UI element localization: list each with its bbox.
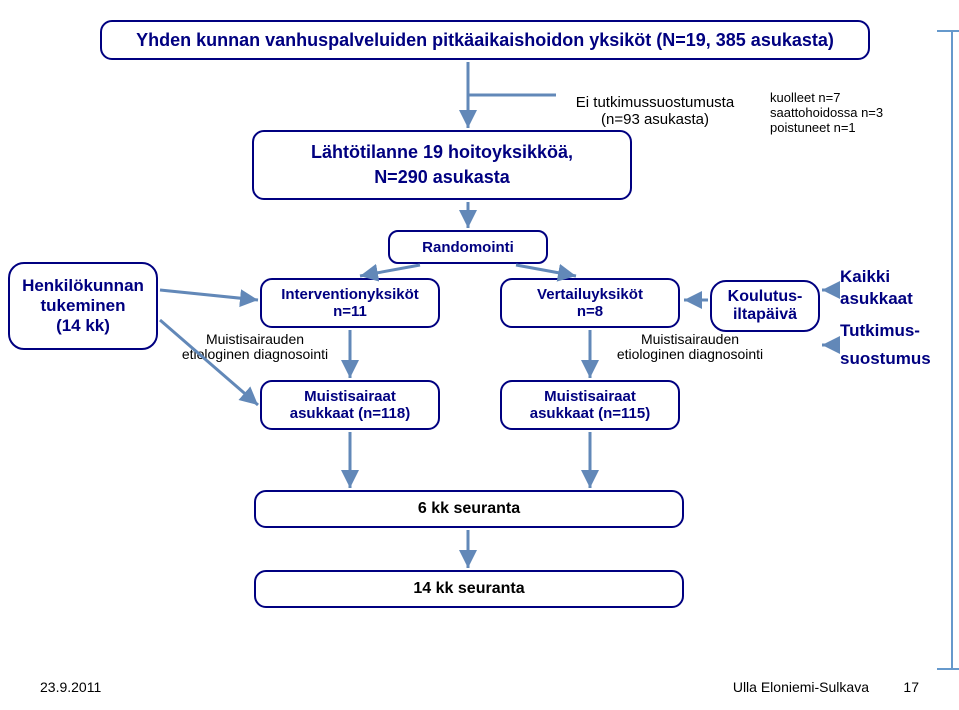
randomization-box: Randomointi bbox=[388, 230, 548, 264]
staff-support-box: Henkilökunnan tukeminen (14 kk) bbox=[8, 262, 158, 350]
result-left-l1: Muistisairaat bbox=[304, 388, 396, 405]
intervention-l1: Interventionyksiköt bbox=[281, 286, 419, 303]
footer-page: 17 bbox=[903, 679, 919, 695]
result-right-l2: asukkaat (n=115) bbox=[530, 405, 651, 422]
result-left-l2: asukkaat (n=118) bbox=[290, 405, 411, 422]
intervention-l2: n=11 bbox=[333, 303, 367, 320]
followup14-text: 14 kk seuranta bbox=[413, 580, 524, 598]
training-l2: iltapäivä bbox=[733, 306, 797, 324]
allres-lower: Tutkimus- suostumus bbox=[840, 320, 950, 370]
footer-date: 23.9.2011 bbox=[40, 679, 101, 695]
deaths-l3: poistuneet n=1 bbox=[770, 120, 940, 135]
comparison-box: Vertailuyksiköt n=8 bbox=[500, 278, 680, 328]
comparison-l2: n=8 bbox=[577, 303, 603, 320]
starting-box: Lähtötilanne 19 hoitoyksikköä, N=290 asu… bbox=[252, 130, 632, 200]
result-left-box: Muistisairaat asukkaat (n=118) bbox=[260, 380, 440, 430]
followup-14-box: 14 kk seuranta bbox=[254, 570, 684, 608]
allres-l3: Tutkimus- bbox=[840, 320, 950, 342]
title-box: Yhden kunnan vanhuspalveluiden pitkäaika… bbox=[100, 20, 870, 60]
comparison-l1: Vertailuyksiköt bbox=[537, 286, 643, 303]
etio-right-l1: Muistisairauden bbox=[590, 332, 790, 347]
training-l1: Koulutus- bbox=[728, 288, 803, 306]
staff-l1: Henkilökunnan bbox=[22, 276, 144, 296]
etio-right-l2: etiologinen diagnosointi bbox=[590, 347, 790, 362]
allres-l4: suostumus bbox=[840, 348, 950, 370]
result-right-box: Muistisairaat asukkaat (n=115) bbox=[500, 380, 680, 430]
intervention-box: Interventionyksiköt n=11 bbox=[260, 278, 440, 328]
starting-line2: N=290 asukasta bbox=[374, 165, 510, 190]
training-box: Koulutus- iltapäivä bbox=[710, 280, 820, 332]
nonconsent-l1: Ei tutkimussuostumusta bbox=[560, 94, 750, 111]
deaths-label: kuolleet n=7 saattohoidossa n=3 poistune… bbox=[770, 90, 940, 135]
etio-left-label: Muistisairauden etiologinen diagnosointi bbox=[170, 332, 340, 363]
nonconsent-label: Ei tutkimussuostumusta (n=93 asukasta) bbox=[560, 94, 750, 128]
allres-l2: asukkaat bbox=[840, 288, 950, 310]
result-right-l1: Muistisairaat bbox=[544, 388, 636, 405]
etio-left-l1: Muistisairauden bbox=[170, 332, 340, 347]
deaths-l1: kuolleet n=7 bbox=[770, 90, 940, 105]
randomization-text: Randomointi bbox=[422, 239, 514, 256]
staff-l2: tukeminen bbox=[40, 296, 125, 316]
allres-upper: Kaikki asukkaat bbox=[840, 266, 950, 310]
right-rail-decoration bbox=[951, 30, 953, 670]
followup6-text: 6 kk seuranta bbox=[418, 500, 520, 518]
deaths-l2: saattohoidossa n=3 bbox=[770, 105, 940, 120]
staff-l3: (14 kk) bbox=[56, 316, 110, 336]
starting-line1: Lähtötilanne 19 hoitoyksikköä, bbox=[311, 140, 573, 165]
allres-l1: Kaikki bbox=[840, 266, 950, 288]
footer-name: Ulla Eloniemi-Sulkava bbox=[733, 679, 869, 695]
etio-right-label: Muistisairauden etiologinen diagnosointi bbox=[590, 332, 790, 363]
etio-left-l2: etiologinen diagnosointi bbox=[170, 347, 340, 362]
title-text: Yhden kunnan vanhuspalveluiden pitkäaika… bbox=[136, 30, 834, 51]
nonconsent-l2: (n=93 asukasta) bbox=[560, 111, 750, 128]
followup-6-box: 6 kk seuranta bbox=[254, 490, 684, 528]
